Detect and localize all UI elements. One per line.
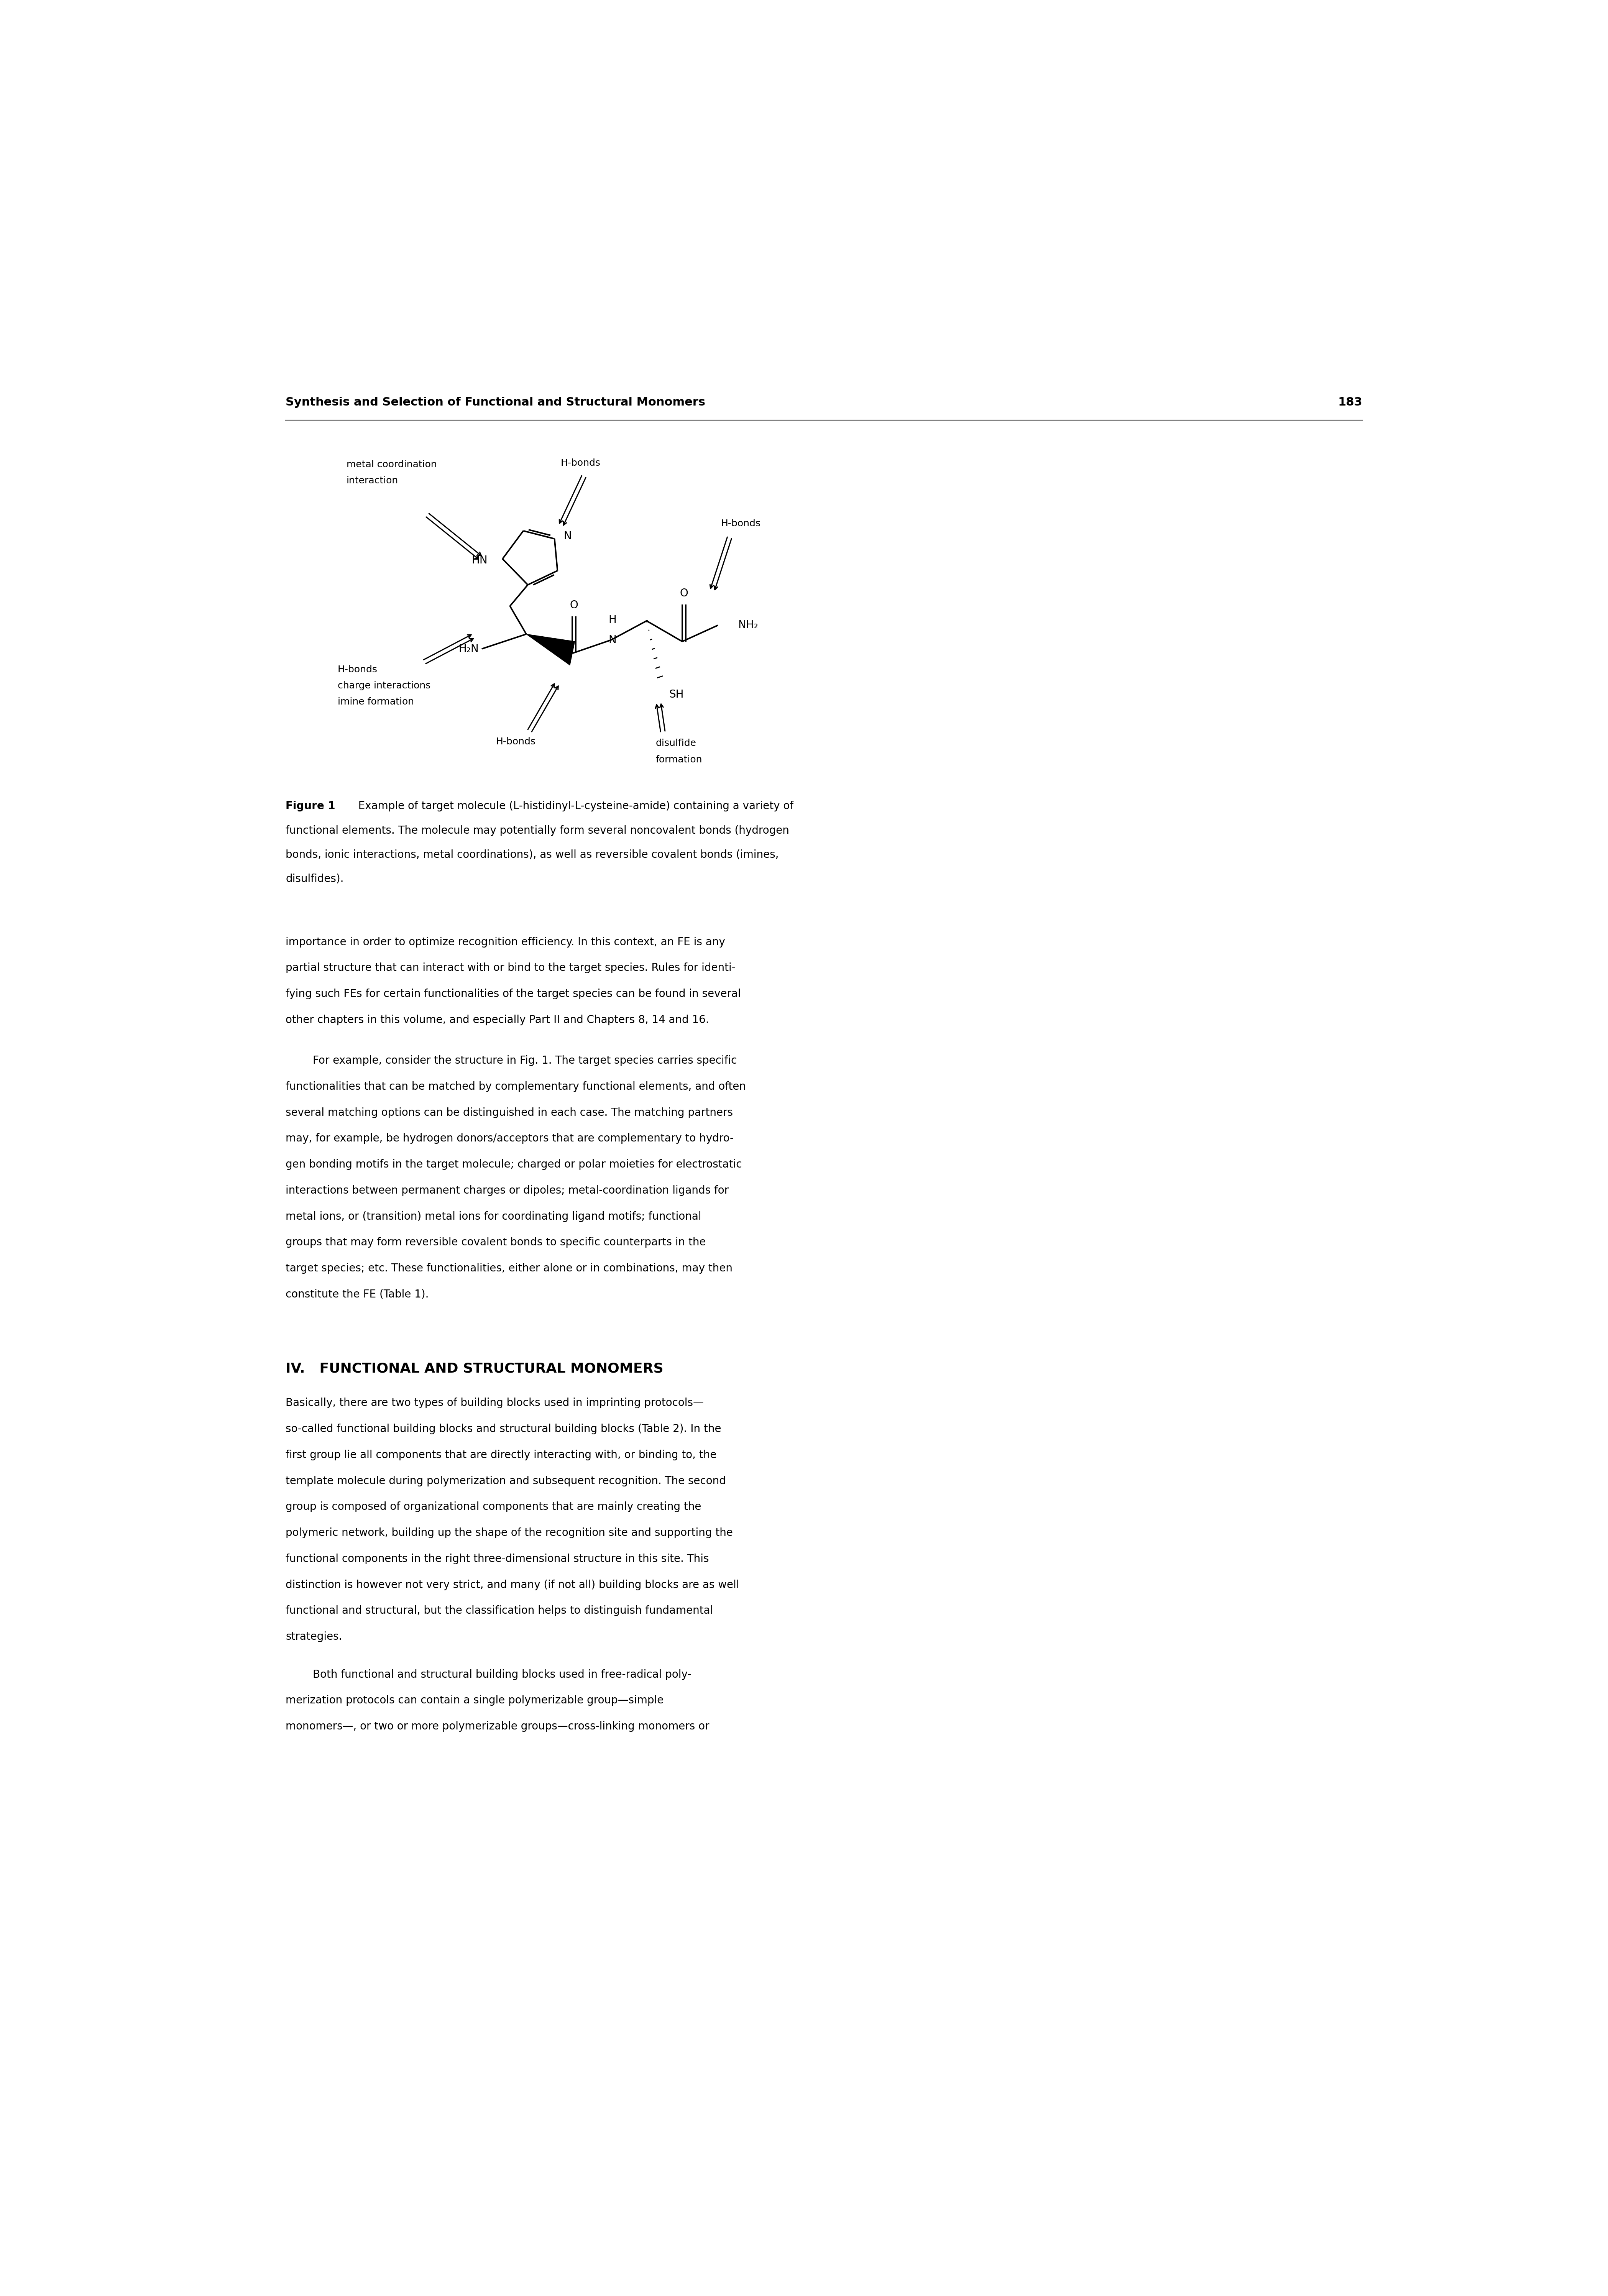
- Text: N: N: [608, 634, 616, 645]
- Text: O: O: [680, 588, 688, 599]
- Text: merization protocols can contain a single polymerizable group—simple: merization protocols can contain a singl…: [286, 1694, 664, 1706]
- Text: O: O: [569, 599, 579, 611]
- Text: H-bonds: H-bonds: [495, 737, 535, 746]
- Text: H-bonds: H-bonds: [720, 519, 761, 528]
- Text: importance in order to optimize recognition efficiency. In this context, an FE i: importance in order to optimize recognit…: [286, 937, 725, 948]
- Text: metal ions, or (transition) metal ions for coordinating ligand motifs; functiona: metal ions, or (transition) metal ions f…: [286, 1210, 701, 1221]
- Text: charge interactions: charge interactions: [338, 682, 431, 691]
- Text: disulfides).: disulfides).: [286, 872, 344, 884]
- Text: disulfide: disulfide: [656, 739, 696, 748]
- Text: functionalities that can be matched by complementary functional elements, and of: functionalities that can be matched by c…: [286, 1081, 746, 1093]
- Polygon shape: [526, 634, 574, 666]
- Text: fying such FEs for certain functionalities of the target species can be found in: fying such FEs for certain functionaliti…: [286, 990, 741, 999]
- Text: Both functional and structural building blocks used in free-radical poly-: Both functional and structural building …: [286, 1669, 691, 1681]
- Text: gen bonding motifs in the target molecule; charged or polar moieties for electro: gen bonding motifs in the target molecul…: [286, 1159, 741, 1171]
- Text: H₂N: H₂N: [458, 643, 479, 654]
- Text: SH: SH: [669, 689, 683, 700]
- Text: other chapters in this volume, and especially Part II and Chapters 8, 14 and 16.: other chapters in this volume, and espec…: [286, 1015, 709, 1026]
- Text: H-bonds: H-bonds: [561, 459, 600, 468]
- Text: group is composed of organizational components that are mainly creating the: group is composed of organizational comp…: [286, 1502, 701, 1513]
- Text: metal coordination: metal coordination: [347, 459, 437, 468]
- Text: formation: formation: [656, 755, 703, 765]
- Text: groups that may form reversible covalent bonds to specific counterparts in the: groups that may form reversible covalent…: [286, 1238, 706, 1247]
- Text: H: H: [608, 615, 616, 625]
- Text: functional and structural, but the classification helps to distinguish fundament: functional and structural, but the class…: [286, 1605, 714, 1616]
- Text: partial structure that can interact with or bind to the target species. Rules fo: partial structure that can interact with…: [286, 962, 735, 974]
- Text: may, for example, be hydrogen donors/acceptors that are complementary to hydro-: may, for example, be hydrogen donors/acc…: [286, 1134, 733, 1143]
- Text: Example of target molecule (L-histidinyl-L-cysteine-amide) containing a variety : Example of target molecule (L-histidinyl…: [347, 801, 793, 810]
- Text: N: N: [563, 530, 571, 542]
- Text: constitute the FE (Table 1).: constitute the FE (Table 1).: [286, 1288, 429, 1300]
- Text: 183: 183: [1338, 397, 1362, 409]
- Text: IV.   FUNCTIONAL AND STRUCTURAL MONOMERS: IV. FUNCTIONAL AND STRUCTURAL MONOMERS: [286, 1362, 664, 1375]
- Text: imine formation: imine formation: [338, 698, 413, 707]
- Text: monomers—, or two or more polymerizable groups—cross-linking monomers or: monomers—, or two or more polymerizable …: [286, 1722, 709, 1731]
- Text: strategies.: strategies.: [286, 1632, 343, 1642]
- Text: polymeric network, building up the shape of the recognition site and supporting : polymeric network, building up the shape…: [286, 1527, 733, 1538]
- Text: functional elements. The molecule may potentially form several noncovalent bonds: functional elements. The molecule may po…: [286, 824, 790, 836]
- Text: Synthesis and Selection of Functional and Structural Monomers: Synthesis and Selection of Functional an…: [286, 397, 706, 409]
- Text: NH₂: NH₂: [738, 620, 759, 631]
- Text: so-called functional building blocks and structural building blocks (Table 2). I: so-called functional building blocks and…: [286, 1424, 722, 1435]
- Text: interaction: interaction: [347, 475, 399, 484]
- Text: Basically, there are two types of building blocks used in imprinting protocols—: Basically, there are two types of buildi…: [286, 1398, 704, 1407]
- Text: several matching options can be distinguished in each case. The matching partner: several matching options can be distingu…: [286, 1107, 733, 1118]
- Text: interactions between permanent charges or dipoles; metal-coordination ligands fo: interactions between permanent charges o…: [286, 1185, 728, 1196]
- Text: functional components in the right three-dimensional structure in this site. Thi: functional components in the right three…: [286, 1554, 709, 1564]
- Text: H-bonds: H-bonds: [338, 666, 378, 675]
- Text: For example, consider the structure in Fig. 1. The target species carries specif: For example, consider the structure in F…: [286, 1056, 736, 1065]
- Text: Figure 1: Figure 1: [286, 801, 336, 810]
- Text: HN: HN: [471, 556, 487, 565]
- Text: distinction is however not very strict, and many (if not all) building blocks ar: distinction is however not very strict, …: [286, 1580, 740, 1591]
- Text: template molecule during polymerization and subsequent recognition. The second: template molecule during polymerization …: [286, 1476, 727, 1486]
- Text: first group lie all components that are directly interacting with, or binding to: first group lie all components that are …: [286, 1449, 717, 1460]
- Text: target species; etc. These functionalities, either alone or in combinations, may: target species; etc. These functionaliti…: [286, 1263, 733, 1274]
- Text: bonds, ionic interactions, metal coordinations), as well as reversible covalent : bonds, ionic interactions, metal coordin…: [286, 850, 778, 861]
